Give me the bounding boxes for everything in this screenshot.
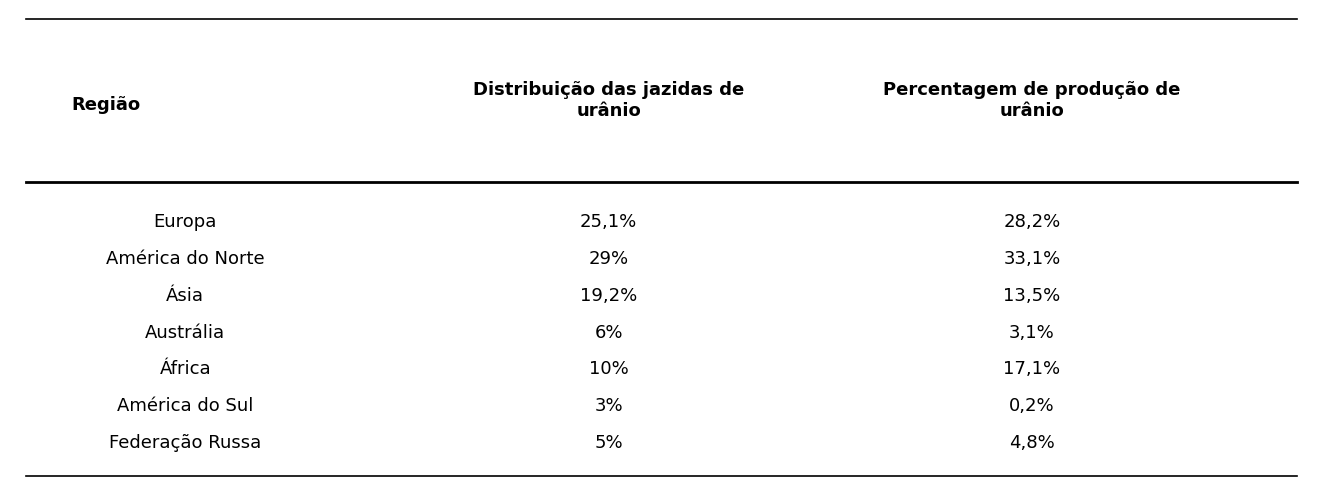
Text: 33,1%: 33,1% xyxy=(1003,250,1061,268)
Text: América do Sul: América do Sul xyxy=(116,397,254,415)
Text: 3%: 3% xyxy=(594,397,623,415)
Text: 29%: 29% xyxy=(589,250,628,268)
Text: 3,1%: 3,1% xyxy=(1009,324,1054,342)
Text: 25,1%: 25,1% xyxy=(579,213,638,231)
Text: Europa: Europa xyxy=(153,213,217,231)
Text: 0,2%: 0,2% xyxy=(1009,397,1054,415)
Text: 17,1%: 17,1% xyxy=(1003,360,1061,379)
Text: 6%: 6% xyxy=(594,324,623,342)
Text: 13,5%: 13,5% xyxy=(1003,287,1061,305)
Text: África: África xyxy=(159,360,212,379)
Text: 5%: 5% xyxy=(594,434,623,452)
Text: Distribuição das jazidas de
urânio: Distribuição das jazidas de urânio xyxy=(472,81,745,120)
Text: 4,8%: 4,8% xyxy=(1009,434,1054,452)
Text: 10%: 10% xyxy=(589,360,628,379)
Text: 28,2%: 28,2% xyxy=(1003,213,1061,231)
Text: Austrália: Austrália xyxy=(146,324,225,342)
Text: América do Norte: América do Norte xyxy=(106,250,265,268)
Text: Região: Região xyxy=(71,96,140,114)
Text: Federação Russa: Federação Russa xyxy=(108,434,262,452)
Text: Percentagem de produção de
urânio: Percentagem de produção de urânio xyxy=(884,81,1180,120)
Text: Ásia: Ásia xyxy=(167,287,204,305)
Text: 19,2%: 19,2% xyxy=(579,287,638,305)
